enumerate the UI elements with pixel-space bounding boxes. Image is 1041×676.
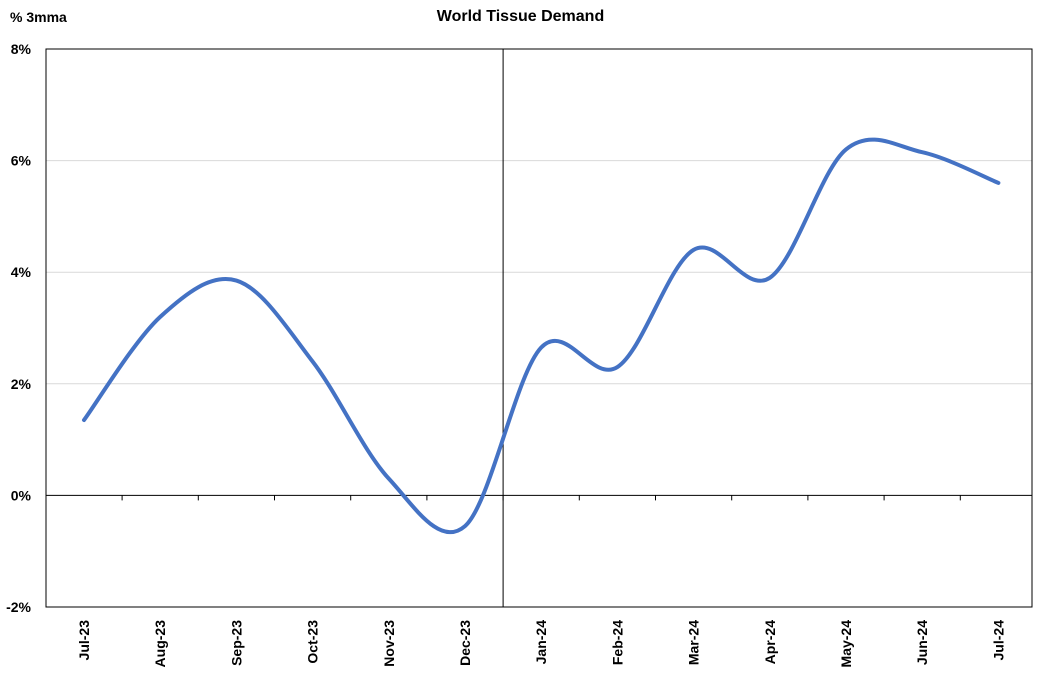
y-axis-unit-label: % 3mma <box>10 9 67 25</box>
y-tick-label: 0% <box>11 487 32 503</box>
x-tick-label: Aug-23 <box>152 620 168 668</box>
y-tick-label: 4% <box>11 264 32 280</box>
x-tick-label: Jun-24 <box>914 620 930 665</box>
y-tick-label: 8% <box>11 41 32 57</box>
y-tick-label: 2% <box>11 376 32 392</box>
plot-area-frame <box>45 48 1033 608</box>
gridlines <box>46 160 1032 385</box>
x-tick-label: Mar-24 <box>686 620 702 665</box>
x-tick-label: Feb-24 <box>609 620 625 665</box>
x-tick-label: Apr-24 <box>762 620 778 665</box>
x-tick-label: Nov-23 <box>381 620 397 667</box>
series-line <box>82 137 1001 535</box>
x-tick-labels: Jul-23 Aug-23 Sep-23 Oct-23 Nov-23 Dec-23 Jan-… <box>76 620 1006 668</box>
x-tick-label: Dec-23 <box>457 620 473 666</box>
y-tick-labels: -2% 0% 2% 4% 6% 8% <box>6 41 31 615</box>
x-tick-label: May-24 <box>838 620 854 668</box>
y-tick-label: 6% <box>11 153 32 169</box>
x-tick-label: Jul-23 <box>76 620 92 661</box>
x-tick-label: Oct-23 <box>305 620 321 664</box>
x-tick-label: Jul-24 <box>990 620 1006 661</box>
x-tick-marks <box>121 495 961 501</box>
y-tick-label: -2% <box>6 599 31 615</box>
x-tick-label: Sep-23 <box>228 620 244 666</box>
chart-title: World Tissue Demand <box>436 8 605 25</box>
x-tick-label: Jan-24 <box>533 620 549 665</box>
